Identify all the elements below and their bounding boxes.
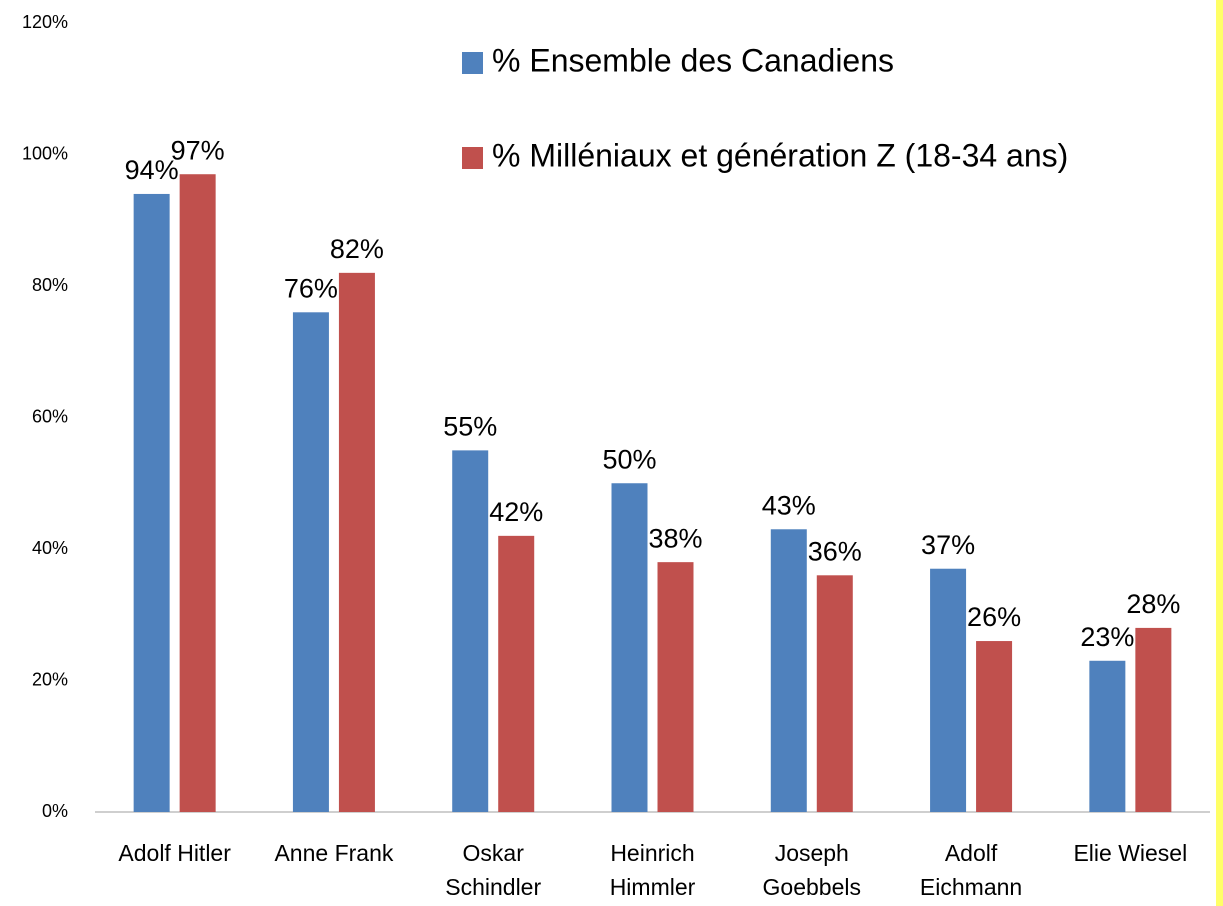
edge-strip [1216,0,1223,906]
bar [770,529,807,812]
bar [657,562,694,812]
bar [292,312,329,812]
bar [338,272,375,813]
x-tick-label: Heinrich Himmler [609,840,696,900]
bar [816,575,853,812]
bar [452,450,489,812]
bar [498,535,535,812]
y-tick-label: 20% [32,669,68,689]
y-tick-label: 0% [42,801,68,821]
y-tick-label: 80% [32,275,68,295]
x-tick-label: Oskar Schindler [445,840,542,900]
data-label: 97% [171,135,225,165]
data-label: 94% [125,155,179,185]
data-label: 36% [808,536,862,566]
legend-label: % Milléniaux et génération Z (18-34 ans) [492,137,1068,173]
data-label: 82% [330,234,384,264]
y-tick-label: 120% [22,12,68,32]
bar [1135,627,1172,812]
bar [930,568,967,812]
data-label: 43% [762,490,816,520]
y-tick-label: 60% [32,406,68,426]
x-tick-label: Anne Frank [274,840,394,866]
bar [179,174,216,813]
x-tick-label: Elie Wiesel [1073,840,1188,866]
bar [133,193,170,812]
data-label: 42% [489,497,543,527]
data-label: 23% [1080,622,1134,652]
data-label: 28% [1126,589,1180,619]
legend-swatch [462,147,483,169]
x-tick-label: Joseph Goebbels [762,840,862,900]
data-label: 26% [967,602,1021,632]
bar [1089,660,1126,812]
data-label: 50% [602,444,656,474]
legend-label: % Ensemble des Canadiens [492,42,894,78]
bar [611,483,648,812]
data-label: 76% [284,273,338,303]
y-tick-label: 100% [22,143,68,163]
legend-swatch [462,52,483,74]
y-tick-label: 40% [32,538,68,558]
x-tick-label: Adolf Eichmann [919,840,1023,900]
bar [976,641,1013,812]
data-label: 37% [921,530,975,560]
x-tick-label: Adolf Hitler [118,840,231,866]
data-label: 38% [648,523,702,553]
data-label: 55% [443,412,497,442]
